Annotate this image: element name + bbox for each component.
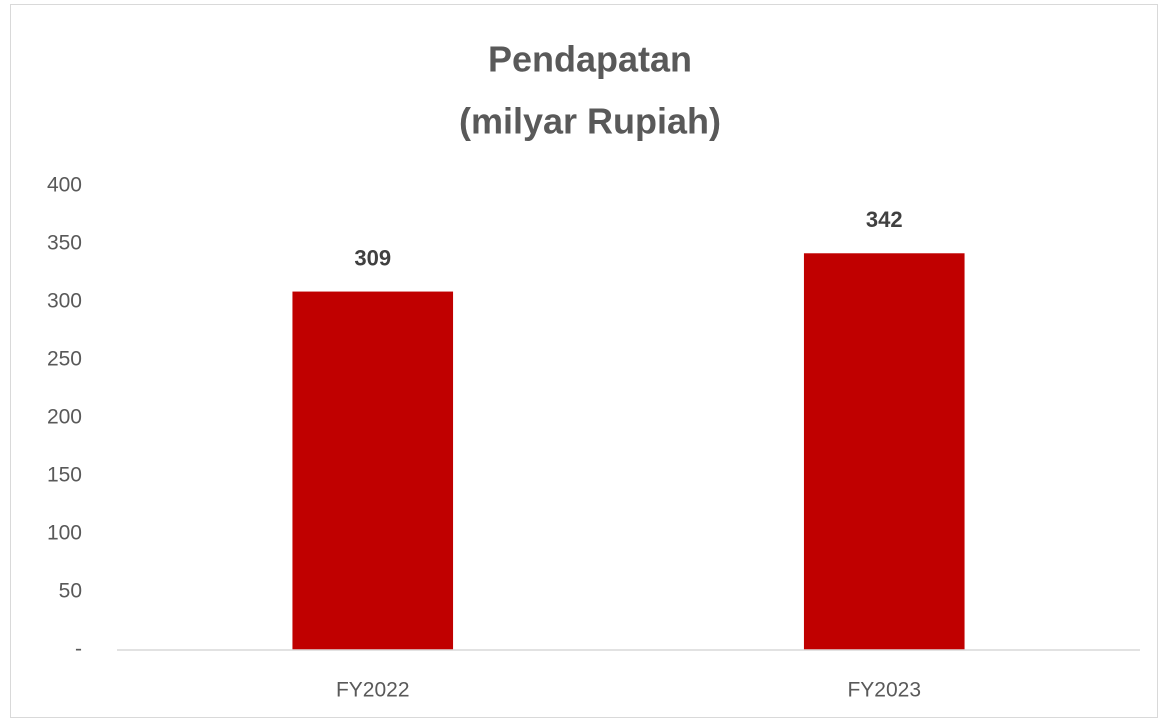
y-tick-label: 50 xyxy=(59,580,82,603)
data-label: 342 xyxy=(866,207,903,232)
y-tick-label: 400 xyxy=(47,174,82,197)
y-tick-label: 250 xyxy=(47,348,82,371)
chart-title: Pendapatan xyxy=(488,39,692,80)
chart-title: (milyar Rupiah) xyxy=(459,101,721,142)
y-tick-label: 100 xyxy=(47,522,82,545)
bar xyxy=(803,253,965,650)
y-tick-label: 150 xyxy=(47,464,82,487)
y-tick-label: - xyxy=(75,638,82,661)
y-tick-label: 350 xyxy=(47,232,82,255)
y-tick-label: 200 xyxy=(47,406,82,429)
bar xyxy=(292,291,454,650)
data-label: 309 xyxy=(354,245,391,270)
x-tick-label: FY2023 xyxy=(847,679,921,702)
x-tick-label: FY2022 xyxy=(336,679,410,702)
y-tick-label: 300 xyxy=(47,290,82,313)
chart-border xyxy=(10,4,1158,718)
